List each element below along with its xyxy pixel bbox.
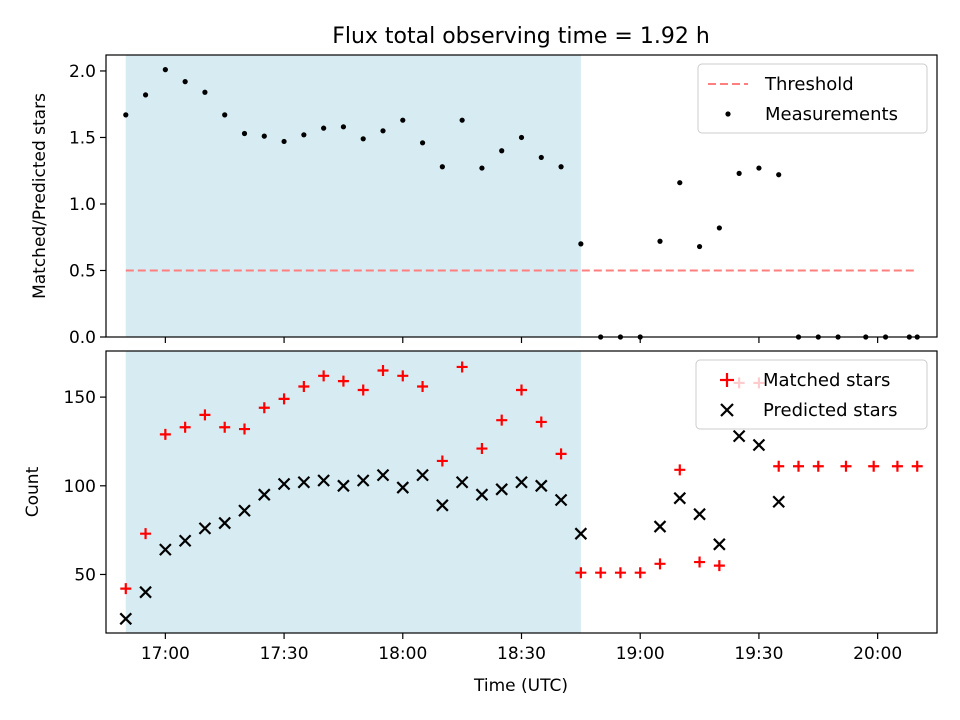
bottom-xtick-label: 18:00 bbox=[378, 644, 427, 664]
measurement-point bbox=[756, 165, 761, 170]
measurement-point bbox=[578, 241, 583, 246]
figure: Flux total observing time = 1.92 h 0.0 0.… bbox=[0, 0, 960, 720]
measurement-point bbox=[341, 124, 346, 129]
measurement-point bbox=[321, 126, 326, 131]
top-legend: Threshold Measurements bbox=[698, 64, 927, 133]
measurement-point bbox=[440, 164, 445, 169]
top-ytick-label: 0.0 bbox=[69, 328, 96, 348]
bottom-xtick-label: 19:00 bbox=[616, 644, 665, 664]
measurement-point bbox=[202, 90, 207, 95]
measurement-point bbox=[281, 139, 286, 144]
bottom-xtick-label: 17:30 bbox=[260, 644, 309, 664]
bottom-xtick-label: 18:30 bbox=[497, 644, 546, 664]
measurement-point bbox=[776, 172, 781, 177]
x-axis-label: Time (UTC) bbox=[473, 676, 568, 696]
top-y-axis-label: Matched/Predicted stars bbox=[30, 93, 50, 299]
bottom-legend: Matched stars Predicted stars bbox=[696, 360, 927, 429]
measurement-point bbox=[143, 92, 148, 97]
top-ytick-label: 1.0 bbox=[69, 195, 96, 215]
measurement-point bbox=[380, 128, 385, 133]
measurement-point bbox=[519, 135, 524, 140]
measurement-point bbox=[657, 239, 662, 244]
bottom-xtick-label: 19:30 bbox=[734, 644, 783, 664]
legend-measurements-label: Measurements bbox=[765, 104, 898, 125]
measurement-point bbox=[737, 171, 742, 176]
legend-matched-label: Matched stars bbox=[763, 370, 890, 391]
bottom-ytick-label: 150 bbox=[64, 388, 96, 408]
measurement-point bbox=[420, 140, 425, 145]
measurement-point bbox=[301, 132, 306, 137]
bottom-y-axis-label: Count bbox=[23, 466, 43, 517]
top-observing-span bbox=[126, 55, 581, 337]
bottom-xtick-label: 20:00 bbox=[853, 644, 902, 664]
measurement-point bbox=[717, 225, 722, 230]
measurement-point bbox=[539, 155, 544, 160]
top-ytick-label: 0.5 bbox=[69, 261, 96, 281]
measurement-point bbox=[479, 165, 484, 170]
measurement-point bbox=[361, 136, 366, 141]
measurement-point bbox=[558, 164, 563, 169]
legend-threshold-label: Threshold bbox=[764, 74, 854, 95]
top-ytick-label: 1.5 bbox=[69, 128, 96, 148]
measurement-point bbox=[697, 244, 702, 249]
measurement-point bbox=[222, 112, 227, 117]
measurement-point bbox=[123, 112, 128, 117]
bottom-xtick-label: 17:00 bbox=[141, 644, 190, 664]
measurement-point bbox=[262, 134, 267, 139]
measurement-point bbox=[400, 118, 405, 123]
legend-measurements-swatch bbox=[725, 111, 730, 116]
measurement-point bbox=[460, 118, 465, 123]
measurement-point bbox=[163, 67, 168, 72]
measurement-point bbox=[677, 180, 682, 185]
top-ytick-label: 2.0 bbox=[69, 62, 96, 82]
legend-predicted-label: Predicted stars bbox=[763, 400, 897, 421]
bottom-ytick-label: 50 bbox=[74, 565, 96, 585]
bottom-ytick-label: 100 bbox=[64, 477, 96, 497]
top-chart-title: Flux total observing time = 1.92 h bbox=[332, 24, 710, 49]
measurement-point bbox=[499, 148, 504, 153]
bottom-observing-span bbox=[126, 351, 581, 633]
measurement-point bbox=[242, 131, 247, 136]
measurement-point bbox=[183, 79, 188, 84]
